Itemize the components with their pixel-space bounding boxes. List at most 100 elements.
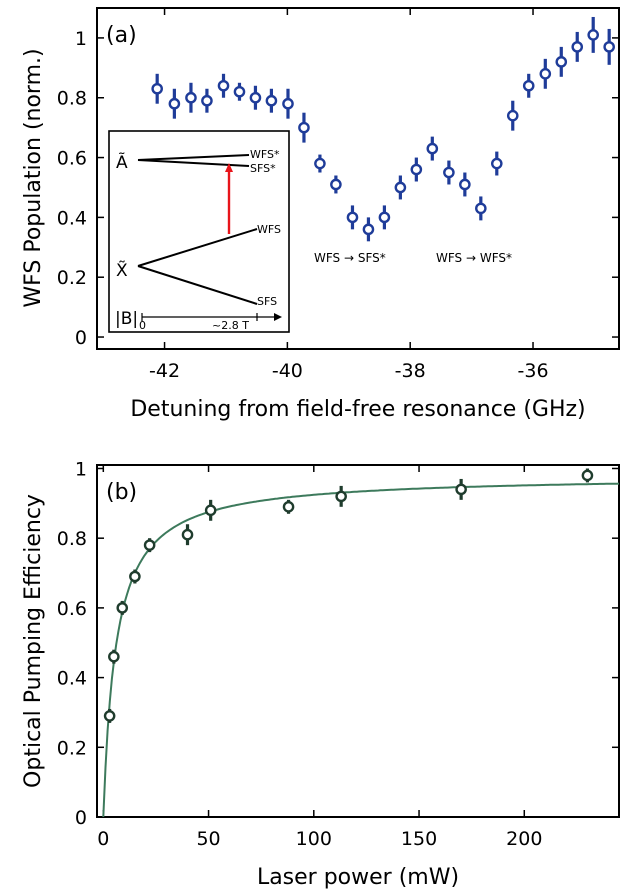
panel-a-y-axis-label: WFS Population (norm.) <box>21 48 46 307</box>
panel-b-data-point <box>108 649 120 664</box>
panel-a-y-tick-label: 0.2 <box>57 267 87 289</box>
panel-b-y-tick-label: 1 <box>75 458 87 480</box>
panel-a-marker <box>314 157 326 170</box>
panel-a-marker <box>217 79 230 92</box>
panel-a-data-point <box>282 88 294 119</box>
panel-b-y-tick-label: 0.6 <box>57 598 87 620</box>
inset-level-sfs <box>137 265 258 305</box>
panel-a-x-tick-label: -40 <box>272 360 303 382</box>
panel-b-data-point <box>581 468 594 483</box>
panel-a-marker <box>522 79 535 92</box>
panel-a-data-point <box>185 82 197 113</box>
panel-a-marker <box>346 211 359 224</box>
panel-a-data-point <box>233 82 246 101</box>
annotation-wfs-to-wfs: WFS → WFS* <box>436 251 512 265</box>
panel-a-data-point <box>459 172 471 197</box>
panel-a-data-point <box>217 73 230 98</box>
panel-a-marker <box>282 97 294 110</box>
panel-a-marker <box>298 121 310 134</box>
panel-a-data-point <box>571 31 584 62</box>
panel-a-marker <box>506 109 519 122</box>
inset-level-wfs <box>137 228 258 267</box>
panel-a-data-point <box>249 85 262 110</box>
panel-a-label: (a) <box>106 23 137 48</box>
panel-a-x-tick-label: -38 <box>395 360 426 382</box>
panel-a-data-point <box>151 73 163 104</box>
inset-frame <box>108 130 290 333</box>
inset-upper-state-label: Ã <box>116 151 128 173</box>
panel-b-marker <box>282 501 295 513</box>
panel-a-data-point <box>168 88 181 119</box>
inset-transition-arrowhead <box>225 163 233 172</box>
panel-b-data-point <box>282 499 295 514</box>
panel-a-marker <box>587 29 600 41</box>
panel-a-data-point <box>201 88 213 113</box>
panel-b-x-tick-label: 0 <box>97 828 109 850</box>
inset-field-symbol: |B| <box>115 309 138 329</box>
panel-a-marker <box>475 202 487 215</box>
panel-a-marker <box>185 91 197 104</box>
panel-b-x-tick-label: 150 <box>401 828 437 850</box>
panel-b-y-axis-label: Optical Pumping Efficiency <box>21 494 46 788</box>
panel-a-data-point <box>362 217 375 242</box>
panel-a-y-tick-label: 0.8 <box>57 88 87 110</box>
panel-a-marker <box>168 97 181 110</box>
panel-b-x-tick-label: 100 <box>296 828 332 850</box>
panel-a-data-point <box>314 154 326 173</box>
inset-level-sfs-star <box>137 159 250 167</box>
panel-b-marker <box>116 602 129 614</box>
panel-a-marker <box>490 157 503 170</box>
panel-a-x-tick-label: -36 <box>518 360 549 382</box>
panel-a-y-tick-label: 0 <box>75 327 87 349</box>
panel-a-marker <box>571 41 584 53</box>
panel-b-y-tick-label: 0.4 <box>57 668 87 690</box>
panel-a-data-point <box>506 100 519 131</box>
panel-a: -42 -40 -38 -36 0 0.2 0.4 0.6 0.8 1 (a) Detuning … <box>21 7 620 422</box>
panel-b-marker <box>103 710 116 722</box>
panel-a-data-point <box>603 28 615 65</box>
panel-a-marker <box>539 68 552 80</box>
annotation-wfs-to-wfs-text: WFS → WFS* <box>436 251 512 265</box>
panel-b-marker <box>143 539 156 551</box>
panel-b-y-tick-label: 0 <box>75 807 87 829</box>
panel-b-frame <box>96 464 620 818</box>
panel-a-data-point <box>298 112 310 143</box>
annotation-wfs-to-sfs-text: WFS → SFS* <box>314 251 386 265</box>
panel-a-data-point <box>394 175 407 200</box>
panel-b-y-tick-label: 0.2 <box>57 737 87 759</box>
panel-a-data-point <box>522 73 535 98</box>
panel-a-marker <box>603 41 615 53</box>
inset-label-wfs-star: WFS* <box>250 148 280 161</box>
panel-a-data-point <box>410 157 423 182</box>
panel-a-data-point <box>587 16 600 53</box>
panel-b-x-tick-label: 200 <box>506 828 542 850</box>
panel-b-label: (b) <box>106 480 137 505</box>
panel-a-marker <box>378 211 391 224</box>
panel-b-marker <box>204 504 217 517</box>
inset-label-wfs: WFS <box>257 223 281 236</box>
panel-b-data-point <box>181 524 194 546</box>
panel-a-marker <box>151 82 163 95</box>
panel-a-x-axis-label: Detuning from field-free resonance (GHz) <box>130 397 585 422</box>
panel-a-frame <box>96 7 620 350</box>
panel-a-marker <box>426 142 439 155</box>
inset-field-start-label: 0 <box>139 319 146 332</box>
panel-a-data-point <box>539 58 552 89</box>
panel-b-x-axis-label: Laser power (mW) <box>257 865 459 890</box>
panel-a-marker <box>265 94 278 107</box>
panel-a-marker <box>249 91 262 104</box>
panel-b-marker <box>129 570 141 583</box>
panel-a-data-point <box>426 136 439 161</box>
panel-a-marker <box>362 223 375 236</box>
panel-b-marker <box>455 483 467 496</box>
panel-a-marker <box>233 85 246 98</box>
inset-label-sfs: SFS <box>257 295 277 308</box>
panel-b-marker <box>181 528 194 541</box>
panel-a-data-point <box>378 205 391 230</box>
panel-b-data-point <box>335 485 347 507</box>
panel-a-data-point <box>265 88 278 113</box>
panel-a-y-tick-label: 0.6 <box>57 148 87 170</box>
panel-a-y-tick-label: 1 <box>75 28 87 50</box>
panel-b: 0 50 100 150 200 0 0.2 0.4 0.6 0.8 1 (b) Laser pow… <box>21 458 620 890</box>
